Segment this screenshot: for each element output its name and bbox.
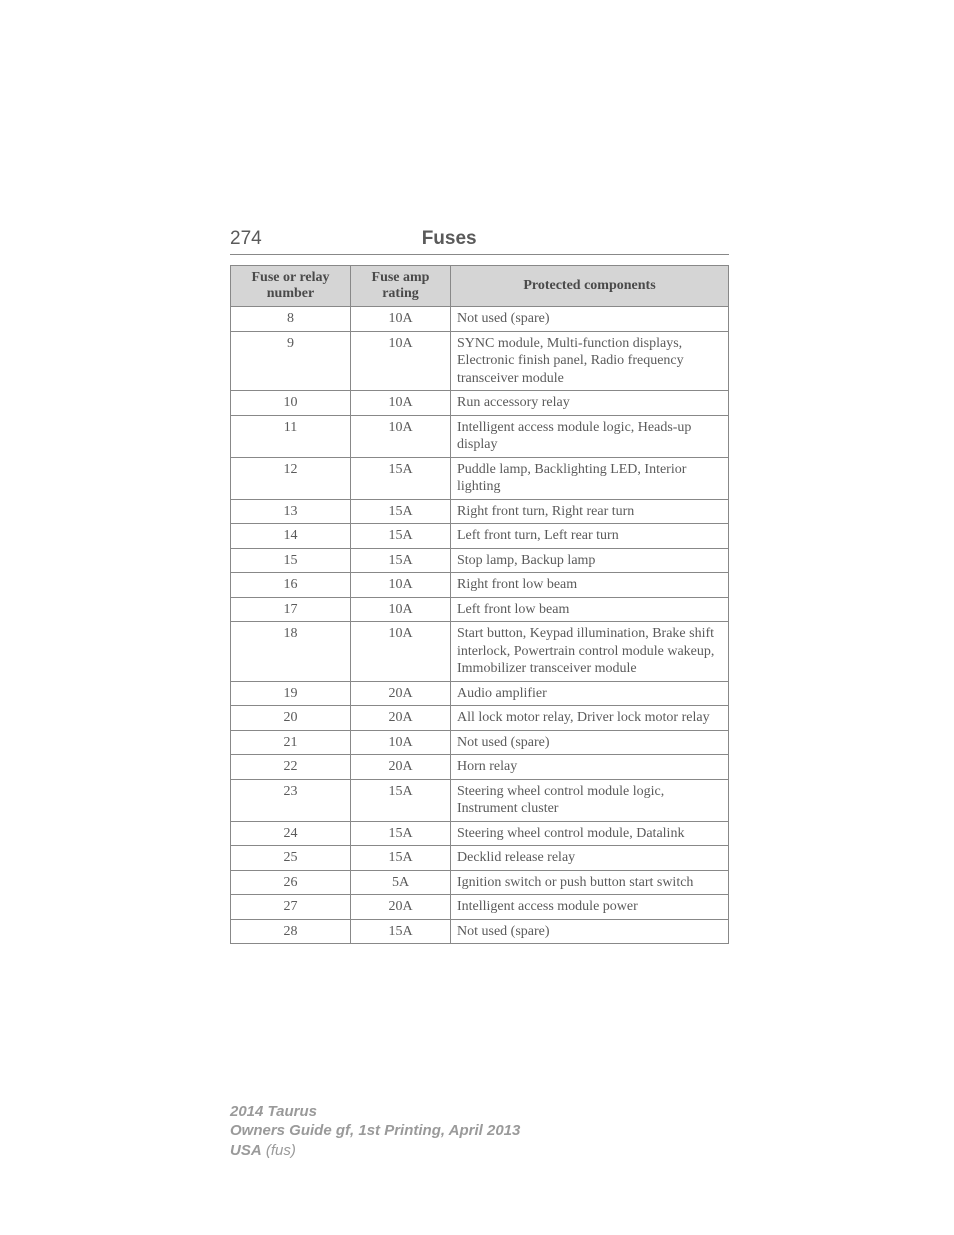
- page-content: 274 Fuses Fuse or relay number Fuse amp …: [0, 0, 954, 944]
- cell-protected-components: Right front low beam: [451, 573, 729, 598]
- cell-amp-rating: 10A: [351, 597, 451, 622]
- cell-amp-rating: 10A: [351, 622, 451, 682]
- cell-protected-components: Not used (spare): [451, 307, 729, 332]
- cell-fuse-number: 21: [231, 730, 351, 755]
- cell-protected-components: Start button, Keypad illumination, Brake…: [451, 622, 729, 682]
- table-row: 810ANot used (spare): [231, 307, 729, 332]
- cell-fuse-number: 23: [231, 779, 351, 821]
- footer-line-2: Owners Guide gf, 1st Printing, April 201…: [230, 1121, 520, 1141]
- cell-fuse-number: 9: [231, 331, 351, 391]
- cell-amp-rating: 15A: [351, 524, 451, 549]
- cell-protected-components: All lock motor relay, Driver lock motor …: [451, 706, 729, 731]
- table-row: 1315ARight front turn, Right rear turn: [231, 499, 729, 524]
- cell-fuse-number: 28: [231, 919, 351, 944]
- cell-fuse-number: 15: [231, 548, 351, 573]
- cell-protected-components: Steering wheel control module, Datalink: [451, 821, 729, 846]
- table-row: 1810AStart button, Keypad illumination, …: [231, 622, 729, 682]
- page-header: 274 Fuses: [230, 228, 729, 255]
- cell-fuse-number: 13: [231, 499, 351, 524]
- table-row: 1010ARun accessory relay: [231, 391, 729, 416]
- cell-amp-rating: 20A: [351, 706, 451, 731]
- cell-fuse-number: 20: [231, 706, 351, 731]
- cell-fuse-number: 16: [231, 573, 351, 598]
- col-header-amp: Fuse amp rating: [351, 266, 451, 307]
- footer-line-3: USA (fus): [230, 1141, 520, 1161]
- table-row: 2220AHorn relay: [231, 755, 729, 780]
- cell-protected-components: SYNC module, Multi-function displays, El…: [451, 331, 729, 391]
- cell-amp-rating: 15A: [351, 779, 451, 821]
- col-header-number: Fuse or relay number: [231, 266, 351, 307]
- cell-protected-components: Steering wheel control module logic, Ins…: [451, 779, 729, 821]
- cell-fuse-number: 19: [231, 681, 351, 706]
- table-header-row: Fuse or relay number Fuse amp rating Pro…: [231, 266, 729, 307]
- table-row: 2815ANot used (spare): [231, 919, 729, 944]
- table-row: 2415ASteering wheel control module, Data…: [231, 821, 729, 846]
- cell-fuse-number: 11: [231, 415, 351, 457]
- table-row: 2720AIntelligent access module power: [231, 895, 729, 920]
- cell-fuse-number: 27: [231, 895, 351, 920]
- table-row: 1515AStop lamp, Backup lamp: [231, 548, 729, 573]
- table-row: 2315ASteering wheel control module logic…: [231, 779, 729, 821]
- cell-amp-rating: 15A: [351, 499, 451, 524]
- table-row: 2020AAll lock motor relay, Driver lock m…: [231, 706, 729, 731]
- cell-amp-rating: 20A: [351, 681, 451, 706]
- table-body: 810ANot used (spare)910ASYNC module, Mul…: [231, 307, 729, 944]
- cell-protected-components: Not used (spare): [451, 730, 729, 755]
- table-row: 2110ANot used (spare): [231, 730, 729, 755]
- table-row: 910ASYNC module, Multi-function displays…: [231, 331, 729, 391]
- cell-amp-rating: 10A: [351, 573, 451, 598]
- cell-fuse-number: 8: [231, 307, 351, 332]
- cell-amp-rating: 15A: [351, 846, 451, 871]
- cell-protected-components: Audio amplifier: [451, 681, 729, 706]
- cell-protected-components: Intelligent access module logic, Heads-u…: [451, 415, 729, 457]
- table-row: 1215APuddle lamp, Backlighting LED, Inte…: [231, 457, 729, 499]
- cell-fuse-number: 24: [231, 821, 351, 846]
- cell-fuse-number: 26: [231, 870, 351, 895]
- page-title: Fuses: [422, 228, 477, 250]
- table-row: 1710ALeft front low beam: [231, 597, 729, 622]
- table-row: 1920AAudio amplifier: [231, 681, 729, 706]
- cell-amp-rating: 15A: [351, 548, 451, 573]
- cell-protected-components: Ignition switch or push button start swi…: [451, 870, 729, 895]
- cell-amp-rating: 20A: [351, 755, 451, 780]
- cell-protected-components: Intelligent access module power: [451, 895, 729, 920]
- cell-fuse-number: 25: [231, 846, 351, 871]
- cell-fuse-number: 17: [231, 597, 351, 622]
- cell-protected-components: Decklid release relay: [451, 846, 729, 871]
- cell-protected-components: Left front turn, Left rear turn: [451, 524, 729, 549]
- table-row: 1110AIntelligent access module logic, He…: [231, 415, 729, 457]
- cell-protected-components: Run accessory relay: [451, 391, 729, 416]
- cell-amp-rating: 15A: [351, 919, 451, 944]
- cell-fuse-number: 10: [231, 391, 351, 416]
- cell-protected-components: Puddle lamp, Backlighting LED, Interior …: [451, 457, 729, 499]
- cell-amp-rating: 10A: [351, 391, 451, 416]
- cell-fuse-number: 18: [231, 622, 351, 682]
- cell-amp-rating: 20A: [351, 895, 451, 920]
- cell-fuse-number: 14: [231, 524, 351, 549]
- cell-amp-rating: 5A: [351, 870, 451, 895]
- cell-protected-components: Left front low beam: [451, 597, 729, 622]
- cell-protected-components: Not used (spare): [451, 919, 729, 944]
- cell-protected-components: Stop lamp, Backup lamp: [451, 548, 729, 573]
- page-footer: 2014 Taurus Owners Guide gf, 1st Printin…: [230, 1102, 520, 1161]
- cell-amp-rating: 15A: [351, 821, 451, 846]
- table-row: 1610ARight front low beam: [231, 573, 729, 598]
- cell-amp-rating: 15A: [351, 457, 451, 499]
- cell-fuse-number: 12: [231, 457, 351, 499]
- table-row: 1415ALeft front turn, Left rear turn: [231, 524, 729, 549]
- col-header-protected: Protected components: [451, 266, 729, 307]
- cell-amp-rating: 10A: [351, 307, 451, 332]
- cell-protected-components: Horn relay: [451, 755, 729, 780]
- cell-amp-rating: 10A: [351, 415, 451, 457]
- table-row: 265AIgnition switch or push button start…: [231, 870, 729, 895]
- cell-amp-rating: 10A: [351, 331, 451, 391]
- page-number: 274: [230, 228, 262, 250]
- table-row: 2515ADecklid release relay: [231, 846, 729, 871]
- fuse-table: Fuse or relay number Fuse amp rating Pro…: [230, 265, 729, 944]
- cell-amp-rating: 10A: [351, 730, 451, 755]
- footer-line-1: 2014 Taurus: [230, 1102, 520, 1122]
- cell-protected-components: Right front turn, Right rear turn: [451, 499, 729, 524]
- cell-fuse-number: 22: [231, 755, 351, 780]
